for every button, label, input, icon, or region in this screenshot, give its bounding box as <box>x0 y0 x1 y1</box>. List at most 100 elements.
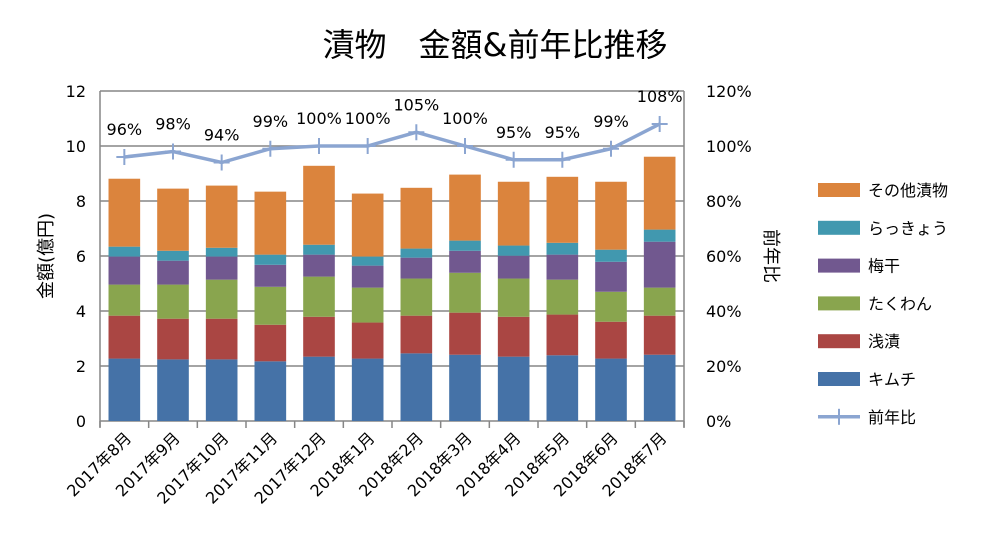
y2-tick-label: 80% <box>706 192 742 211</box>
data-label: 98% <box>155 115 191 134</box>
bar-segment <box>108 178 141 247</box>
y-tick-label: 6 <box>76 247 86 266</box>
y-tick-label: 0 <box>76 412 86 431</box>
data-label: 108% <box>637 87 683 106</box>
bar-segment <box>643 354 676 421</box>
bar-segment <box>546 314 579 356</box>
bar-segment <box>497 356 530 421</box>
y-axis-title: 金額(億円) <box>36 213 57 299</box>
bar-segment <box>400 257 433 279</box>
data-label: 105% <box>393 95 439 114</box>
bar-segment <box>595 181 627 250</box>
bar-segment <box>449 240 481 251</box>
bar-segment <box>108 256 141 285</box>
y2-tick-label: 120% <box>706 82 752 101</box>
data-label: 94% <box>204 126 240 145</box>
bar-segment <box>254 191 287 255</box>
bar-segment <box>303 356 335 421</box>
bar-segment <box>643 287 676 316</box>
chart-title: 漬物 金額&前年比推移 <box>323 26 668 64</box>
data-label: 99% <box>593 112 629 131</box>
bar-segment <box>449 174 481 241</box>
bar-segment <box>254 254 287 265</box>
bar-segment <box>546 279 579 315</box>
bar-segment <box>497 181 530 246</box>
bar-segment <box>497 316 530 357</box>
bar-segment <box>254 286 287 325</box>
bar-segment <box>546 242 579 255</box>
legend-label: 梅干 <box>868 257 900 276</box>
legend-label: キムチ <box>868 370 916 389</box>
bar-segment <box>400 315 433 354</box>
bar-segment <box>157 188 189 251</box>
bar-segment <box>400 353 433 421</box>
bar-segment <box>643 315 676 355</box>
bar-segment <box>351 287 384 323</box>
bar-segment <box>254 264 287 287</box>
bar-segment <box>351 256 384 266</box>
bar-segment <box>108 284 141 316</box>
bar-segment <box>449 272 481 313</box>
legend-swatch <box>818 296 860 311</box>
y2-tick-label: 100% <box>706 137 752 156</box>
bar-segment <box>303 244 335 255</box>
bar-segment <box>595 249 627 262</box>
bar-segment <box>254 361 287 421</box>
bar-segment <box>205 359 238 421</box>
legend-label: 前年比 <box>868 408 916 427</box>
y2-tick-label: 60% <box>706 247 742 266</box>
data-label: 95% <box>545 123 581 142</box>
y-tick-label: 2 <box>76 357 86 376</box>
bar-segment <box>205 318 238 360</box>
legend-swatch <box>818 258 860 273</box>
legend-label: らっきょう <box>868 219 948 238</box>
legend-swatch <box>818 220 860 235</box>
bar-segment <box>449 354 481 421</box>
bar-segment <box>157 284 189 319</box>
line-series-path <box>124 122 661 165</box>
bar-segment <box>351 358 384 421</box>
bar-segment <box>351 193 384 257</box>
legend-label: 浅漬 <box>868 332 900 351</box>
legend-swatch <box>818 334 860 349</box>
bar-segment <box>205 185 238 248</box>
bar-segment <box>157 250 189 261</box>
bar-segment <box>643 241 676 288</box>
bar-segment <box>205 279 238 319</box>
bar-segment <box>449 312 481 355</box>
bar-segment <box>497 255 530 279</box>
bar-segment <box>205 247 238 257</box>
data-label: 100% <box>345 109 391 128</box>
data-label: 96% <box>107 120 143 139</box>
y2-tick-label: 40% <box>706 302 742 321</box>
y-tick-label: 4 <box>76 302 86 321</box>
bar-segment <box>303 254 335 277</box>
bar-segment <box>546 254 579 280</box>
bar-segment <box>157 318 189 360</box>
bar-segment <box>643 229 676 242</box>
bar-segment <box>400 248 433 258</box>
bar-segment <box>546 176 579 243</box>
y2-tick-label: 20% <box>706 357 742 376</box>
bar-segment <box>108 358 141 421</box>
bar-segment <box>497 245 530 256</box>
bar-segment <box>108 315 141 359</box>
bar-segment <box>351 322 384 359</box>
bar-segment <box>205 256 238 280</box>
y-tick-label: 10 <box>66 137 86 156</box>
bar-segment <box>254 324 287 362</box>
bar-segment <box>595 358 627 421</box>
data-label: 99% <box>253 112 289 131</box>
bar-segment <box>351 265 384 288</box>
y2-axis-title: 前年比 <box>760 229 781 283</box>
legend-label: たくわん <box>868 294 932 313</box>
y-tick-label: 12 <box>66 82 86 101</box>
bar-segment <box>449 250 481 273</box>
bar-segment <box>400 187 433 249</box>
bar-segment <box>643 156 676 230</box>
data-label: 95% <box>496 123 532 142</box>
bar-segment <box>595 321 627 359</box>
bar-segment <box>595 291 627 322</box>
legend-label: その他漬物 <box>868 181 948 200</box>
